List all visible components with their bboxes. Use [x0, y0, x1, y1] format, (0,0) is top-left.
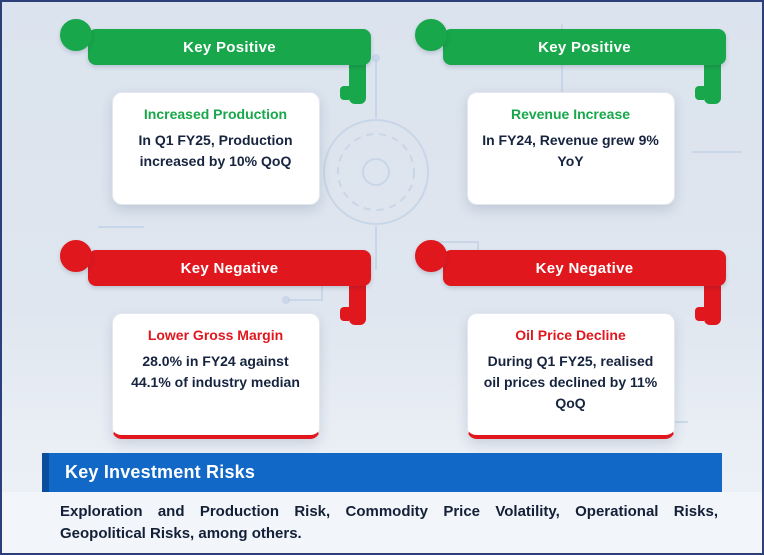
insight-card-body: 28.0% in FY24 against 44.1% of industry … — [131, 353, 300, 390]
risks-heading: Key Investment Risks — [42, 453, 722, 492]
key-positive-banner: Key Positive — [60, 19, 371, 104]
insight-card-title: Increased Production — [143, 106, 288, 122]
key-ring-icon — [415, 240, 447, 272]
key-positive-block-revenue: Key Positive Revenue Increase In FY24, R… — [415, 19, 726, 205]
insight-card-title: Oil Price Decline — [515, 327, 626, 343]
key-investment-risks-section: Key Investment Risks Exploration and Pro… — [2, 453, 762, 553]
key-tooth-icon — [340, 58, 366, 104]
key-banner-label: Key Negative — [443, 250, 726, 286]
insight-card-body: In Q1 FY25, Production increased by 10% … — [138, 132, 293, 169]
key-tooth-icon — [695, 58, 721, 104]
key-negative-banner: Key Negative — [415, 240, 726, 325]
key-negative-block-margin: Key Negative Lower Gross Margin 28.0% in… — [60, 240, 371, 439]
key-banner-label: Key Positive — [88, 29, 371, 65]
insight-grid: Key Positive Increased Production In Q1 … — [2, 2, 762, 439]
key-negative-banner: Key Negative — [60, 240, 371, 325]
key-positive-banner: Key Positive — [415, 19, 726, 104]
key-positive-block-production: Key Positive Increased Production In Q1 … — [60, 19, 371, 205]
insight-card: Revenue Increase In FY24, Revenue grew 9… — [466, 92, 675, 205]
risks-body-text: Exploration and Production Risk, Commodi… — [2, 492, 762, 553]
key-ring-icon — [60, 19, 92, 51]
key-ring-icon — [415, 19, 447, 51]
key-banner-label: Key Negative — [88, 250, 371, 286]
insight-card-title: Revenue Increase — [510, 106, 631, 122]
insight-card: Increased Production In Q1 FY25, Product… — [111, 92, 320, 205]
key-negative-block-oil-price: Key Negative Oil Price Decline During Q1… — [415, 240, 726, 439]
key-tooth-icon — [695, 279, 721, 325]
insight-card: Oil Price Decline During Q1 FY25, realis… — [466, 313, 675, 439]
insight-card-body: In FY24, Revenue grew 9% YoY — [482, 132, 659, 169]
key-banner-label: Key Positive — [443, 29, 726, 65]
key-ring-icon — [60, 240, 92, 272]
insight-card-body: During Q1 FY25, realised oil prices decl… — [483, 353, 658, 411]
insight-card-title: Lower Gross Margin — [147, 327, 284, 343]
key-tooth-icon — [340, 279, 366, 325]
insight-card: Lower Gross Margin 28.0% in FY24 against… — [111, 313, 320, 439]
